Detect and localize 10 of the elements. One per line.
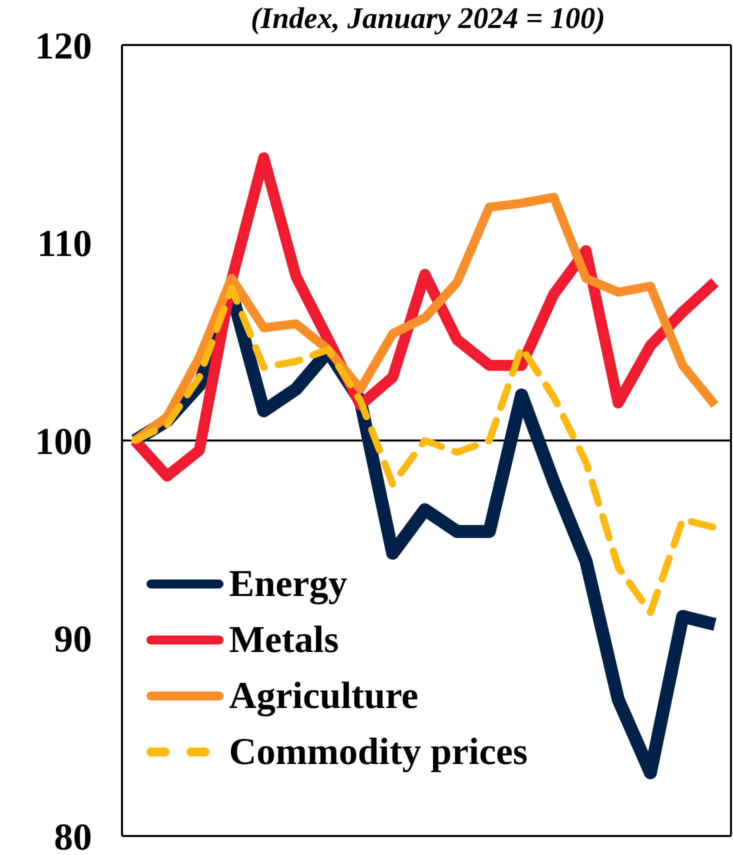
- y-tick-label: 120: [35, 25, 92, 68]
- legend-label: Metals: [229, 618, 339, 662]
- y-tick-label: 110: [37, 223, 92, 266]
- y-tick-label: 100: [35, 420, 92, 463]
- y-tick-label: 80: [54, 816, 92, 855]
- y-tick-label: 90: [54, 618, 92, 661]
- chart-title: (Index, January 2024 = 100): [250, 2, 606, 36]
- legend-label: Agriculture: [229, 674, 418, 718]
- legend-label: Commodity prices: [229, 730, 528, 774]
- legend-label: Energy: [229, 562, 348, 606]
